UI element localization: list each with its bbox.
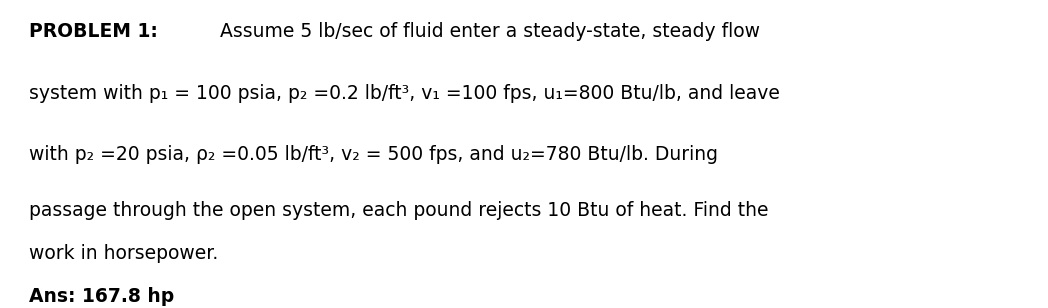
Text: Ans: 167.8 hp: Ans: 167.8 hp — [29, 287, 175, 306]
Text: Assume 5 lb/sec of fluid enter a steady-state, steady flow: Assume 5 lb/sec of fluid enter a steady-… — [196, 22, 760, 41]
Text: work in horsepower.: work in horsepower. — [29, 244, 219, 263]
Text: with p₂ =20 psia, ρ₂ =0.05 lb/ft³, v₂ = 500 fps, and u₂=780 Btu/lb. During: with p₂ =20 psia, ρ₂ =0.05 lb/ft³, v₂ = … — [29, 145, 718, 164]
Text: passage through the open system, each pound rejects 10 Btu of heat. Find the: passage through the open system, each po… — [29, 201, 769, 220]
Text: PROBLEM 1:: PROBLEM 1: — [29, 22, 158, 41]
Text: system with p₁ = 100 psia, p₂ =0.2 lb/ft³, v₁ =100 fps, u₁=800 Btu/lb, and leave: system with p₁ = 100 psia, p₂ =0.2 lb/ft… — [29, 83, 780, 103]
